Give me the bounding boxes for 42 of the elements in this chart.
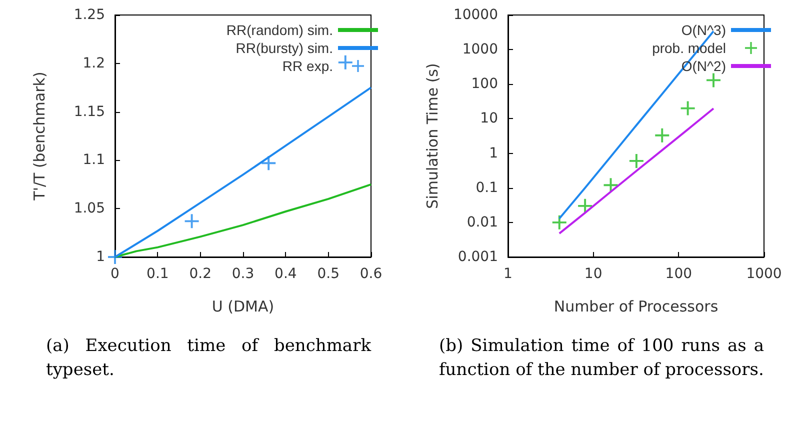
y-tick-label: 1 bbox=[96, 249, 105, 265]
x-tick-label: 0.3 bbox=[232, 266, 254, 282]
y-tick-label: 1.15 bbox=[74, 104, 105, 120]
y-tick-label: 10 bbox=[480, 110, 498, 127]
point bbox=[184, 214, 199, 228]
point bbox=[629, 154, 644, 168]
y-tick-label: 0.1 bbox=[476, 180, 498, 196]
x-tick-label: 0.2 bbox=[189, 266, 212, 282]
y-tick-label: 0.001 bbox=[458, 249, 498, 265]
y-tick-label: 0.01 bbox=[466, 214, 498, 230]
x-axis-title: Number of Processors bbox=[554, 298, 718, 316]
y-tick-label: 1.1 bbox=[82, 152, 105, 168]
x-tick-label: 10 bbox=[584, 266, 602, 282]
point bbox=[655, 128, 670, 142]
y-axis-title: T'/T (benchmark) bbox=[30, 72, 48, 202]
legend-label: RR(random) sim. bbox=[226, 22, 333, 38]
y-tick-label: 1.05 bbox=[74, 200, 105, 217]
y-tick-label: 1.2 bbox=[82, 55, 105, 72]
text: (a) Execution time of benchmark typeset. bbox=[45, 335, 372, 382]
text: (b) Simulation time of 100 runs as a function of the number of processors. bbox=[438, 335, 765, 382]
y-tick-label: 10000 bbox=[453, 7, 498, 23]
x-tick-label: 100 bbox=[665, 266, 692, 282]
point bbox=[680, 101, 695, 116]
y-tick-label: 1 bbox=[489, 145, 498, 162]
point bbox=[706, 73, 721, 88]
x-tick-label: 1 bbox=[504, 266, 512, 282]
x-tick-label: 0.4 bbox=[274, 266, 297, 282]
x-tick-label: 0.5 bbox=[317, 266, 340, 282]
point bbox=[338, 55, 352, 70]
legend-label: O(N^3) bbox=[681, 22, 726, 38]
x-tick-label: 0 bbox=[110, 266, 120, 282]
line-series bbox=[558, 108, 715, 234]
legend-label: RR(bursty) sim. bbox=[236, 40, 333, 56]
y-axis-title: Simulation Time (s) bbox=[424, 63, 442, 209]
legend-label: RR exp. bbox=[282, 58, 333, 74]
x-tick-label: 0.6 bbox=[360, 266, 382, 282]
x-tick-label: 0.1 bbox=[146, 266, 169, 282]
y-tick-label: 100 bbox=[471, 76, 498, 92]
y-tick-label: 1000 bbox=[462, 42, 498, 58]
y-tick-label: 1.25 bbox=[74, 7, 105, 23]
x-axis-title: U (DMA) bbox=[212, 298, 274, 316]
x-tick-label: 1000 bbox=[746, 266, 782, 282]
